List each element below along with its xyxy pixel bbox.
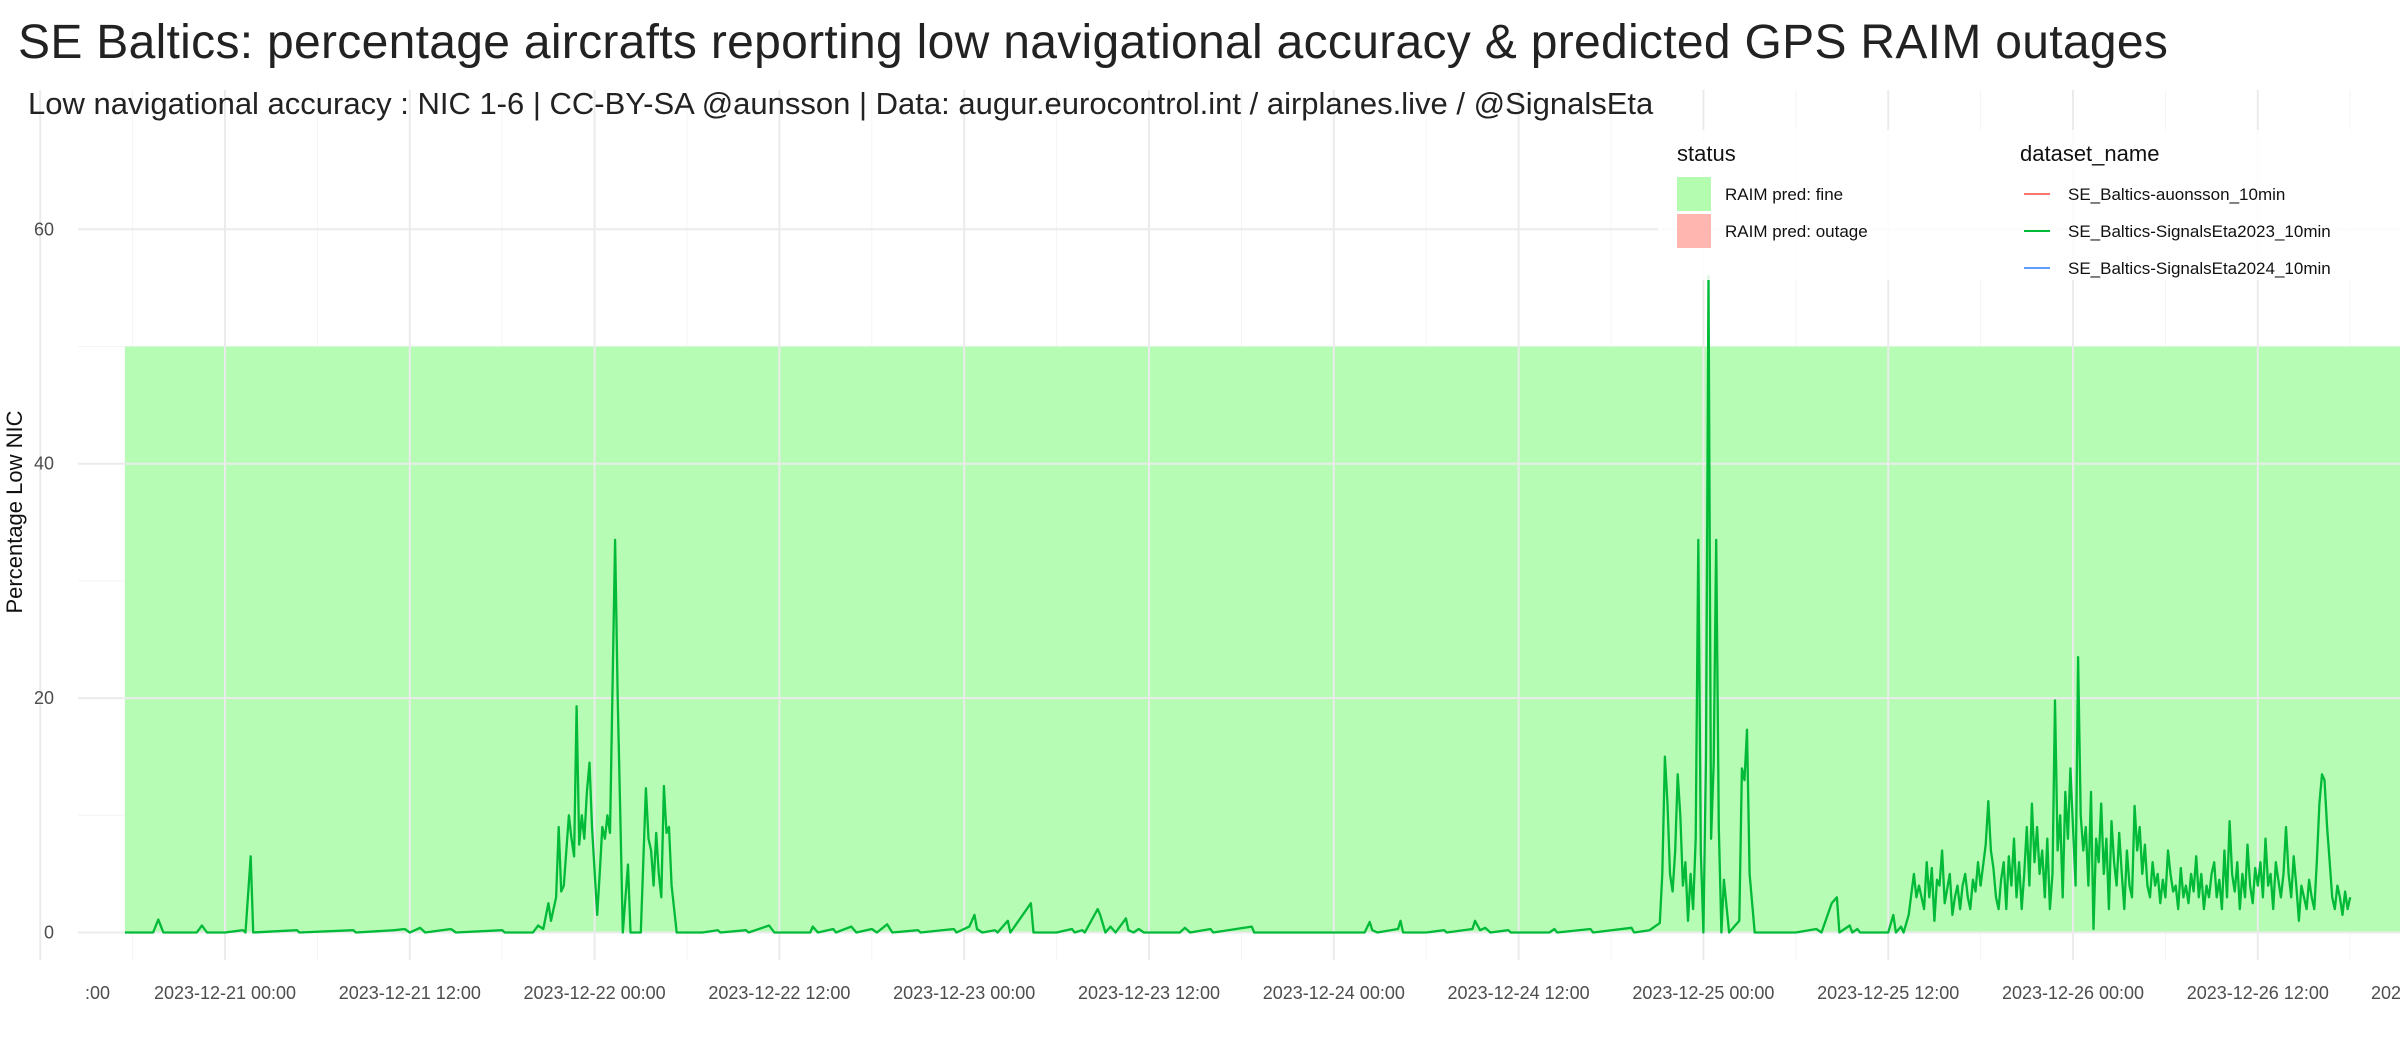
x-tick-label: 2023-12-25 00:00 <box>1632 983 1774 1003</box>
y-tick-label: 40 <box>34 454 54 474</box>
x-tick-label: 202 <box>2371 983 2400 1003</box>
x-tick-label: 2023-12-26 00:00 <box>2002 983 2144 1003</box>
legend-label: SE_Baltics-SignalsEta2023_10min <box>2068 222 2331 241</box>
legend-label: RAIM pred: outage <box>1725 222 1868 241</box>
y-axis-title: Percentage Low NIC <box>2 410 27 613</box>
chart-title: SE Baltics: percentage aircrafts reporti… <box>18 16 2168 69</box>
x-tick-label: 2023-12-23 00:00 <box>893 983 1035 1003</box>
y-tick-label: 20 <box>34 688 54 708</box>
x-tick-label: 2023-12-22 12:00 <box>708 983 850 1003</box>
series-lines <box>124 275 2352 934</box>
x-tick-label: :00 <box>85 983 110 1003</box>
legend-background <box>1658 130 2400 280</box>
x-tick-label: 2023-12-24 00:00 <box>1263 983 1405 1003</box>
legend-title: dataset_name <box>2020 141 2159 166</box>
status-band <box>124 346 2400 933</box>
legend-label: SE_Baltics-SignalsEta2024_10min <box>2068 259 2331 278</box>
x-tick-label: 2023-12-26 12:00 <box>2187 983 2329 1003</box>
legend-dataset-name: dataset_name SE_Baltics-auonsson_10min SE… <box>2020 141 2331 278</box>
x-tick-label: 2023-12-24 12:00 <box>1448 983 1590 1003</box>
x-tick-label: 2023-12-22 00:00 <box>524 983 666 1003</box>
legend-label: SE_Baltics-auonsson_10min <box>2068 185 2285 204</box>
y-tick-label: 60 <box>34 219 54 239</box>
x-tick-label: 2023-12-21 12:00 <box>339 983 481 1003</box>
x-axis-tick-labels: :00 2023-12-21 00:00 2023-12-21 12:00 2023-… <box>85 983 2400 1003</box>
chart-subtitle: Low navigational accuracy : NIC 1-6 | CC… <box>28 86 1654 121</box>
legend-label: RAIM pred: fine <box>1725 185 1843 204</box>
legend-key <box>1677 214 1711 248</box>
x-tick-label: 2023-12-21 00:00 <box>154 983 296 1003</box>
legend-title: status <box>1677 141 1736 166</box>
status-bands <box>124 346 2400 933</box>
x-tick-label: 2023-12-25 12:00 <box>1817 983 1959 1003</box>
y-tick-label: 0 <box>44 923 54 943</box>
legend-status: status RAIM pred: fine RAIM pred: outage <box>1677 141 1868 248</box>
legend-key <box>1677 177 1711 211</box>
y-axis-tick-labels: 0 20 40 60 <box>34 219 54 942</box>
x-tick-label: 2023-12-23 12:00 <box>1078 983 1220 1003</box>
series-line <box>124 275 2352 934</box>
